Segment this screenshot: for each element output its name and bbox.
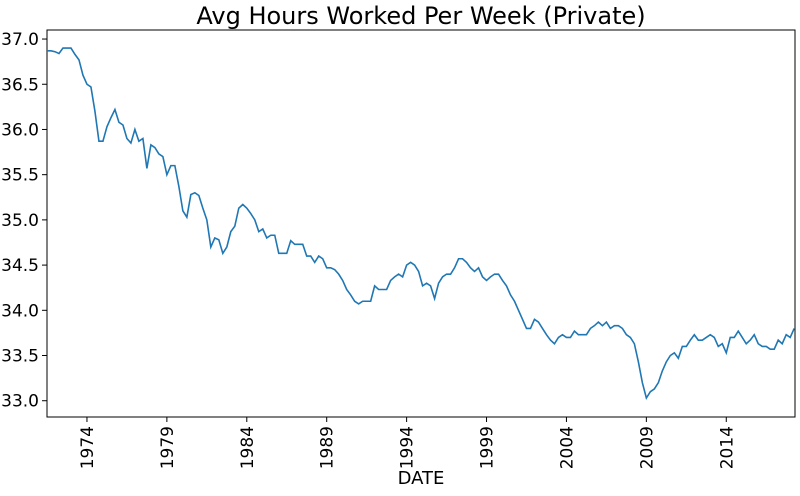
x-tick-label: 2009 bbox=[637, 426, 657, 469]
y-tick-label: 35.5 bbox=[1, 166, 39, 186]
x-tick-label: 1974 bbox=[78, 426, 98, 469]
x-tick-label: 1984 bbox=[238, 426, 258, 469]
data-line bbox=[47, 47, 795, 401]
y-tick-label: 36.5 bbox=[1, 75, 39, 95]
plot-frame bbox=[46, 29, 796, 418]
x-tick-label: 1994 bbox=[398, 426, 418, 469]
x-tick-label: 1979 bbox=[158, 426, 178, 469]
x-tick-label: 1999 bbox=[478, 426, 498, 469]
y-tick-label: 34.5 bbox=[1, 256, 39, 276]
y-tick-label: 37.0 bbox=[1, 30, 39, 50]
x-axis-label: DATE bbox=[398, 468, 445, 489]
y-tick-label: 33.0 bbox=[1, 392, 39, 412]
x-tick-label: 1989 bbox=[318, 426, 338, 469]
x-tick-label: 2004 bbox=[557, 426, 577, 469]
y-tick-label: 34.0 bbox=[1, 301, 39, 321]
y-tick-label: 33.5 bbox=[1, 347, 39, 367]
x-tick-label: 2014 bbox=[717, 426, 737, 469]
chart-title: Avg Hours Worked Per Week (Private) bbox=[196, 2, 645, 30]
y-tick-label: 36.0 bbox=[1, 120, 39, 140]
y-tick-label: 35.0 bbox=[1, 211, 39, 231]
